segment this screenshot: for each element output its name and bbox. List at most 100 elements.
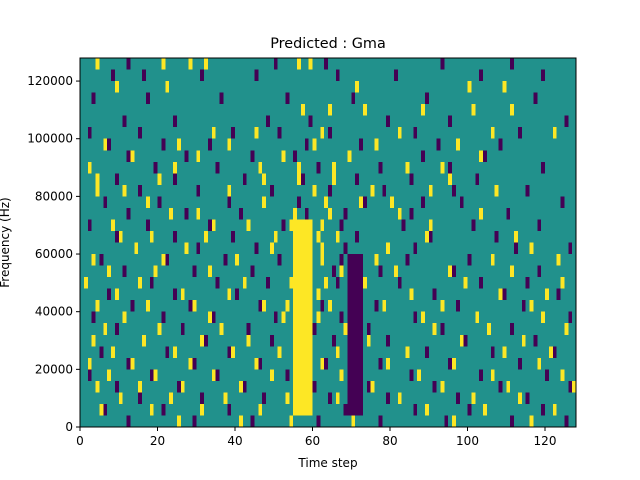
heatmap-cell-low [107, 138, 111, 151]
y-tick-label: 20000 [35, 362, 73, 376]
y-tick-label: 100000 [27, 132, 73, 146]
heatmap-cell-low [281, 219, 286, 231]
heatmap-cell-low [231, 230, 235, 243]
heatmap-cell-high [219, 323, 224, 335]
heatmap-cell-high [95, 58, 100, 70]
heatmap-cell-low [293, 150, 297, 162]
heatmap-cell-high [452, 415, 456, 427]
heatmap-cell-low [316, 161, 321, 174]
heatmap-cell-high [95, 300, 100, 312]
heatmap-cell-low [320, 300, 325, 312]
heatmap-cell-low [165, 346, 170, 358]
heatmap-cell-low [126, 58, 131, 70]
heatmap-band-low [347, 254, 363, 416]
x-tick-label: 40 [227, 434, 242, 448]
heatmap-cell-high [397, 207, 402, 220]
heatmap-cell-low [250, 265, 255, 278]
heatmap-cell-low [413, 242, 418, 255]
heatmap-cell-low [238, 207, 243, 220]
heatmap-cell-low [114, 380, 119, 393]
heatmap-cell-low [161, 403, 166, 416]
heatmap-cell-high [289, 219, 294, 231]
heatmap-cell-high [211, 127, 216, 139]
heatmap-cell-low [533, 92, 538, 105]
heatmap-cell-low [126, 150, 131, 162]
heatmap-cell-low [188, 300, 193, 312]
heatmap-cell-low [463, 334, 468, 347]
heatmap-cell-high [471, 392, 476, 404]
heatmap-cell-high [122, 184, 127, 197]
heatmap-cell-low [328, 392, 332, 404]
heatmap-cell-low [227, 346, 232, 358]
heatmap-cell-low [200, 392, 204, 404]
heatmap-cell-low [207, 219, 212, 231]
heatmap-cell-low [246, 323, 251, 335]
heatmap-cell-high [157, 173, 162, 185]
heatmap-cell-high [359, 196, 363, 208]
heatmap-cell-high [479, 150, 483, 162]
heatmap-cell-low [211, 311, 216, 324]
heatmap-cell-low [455, 392, 460, 404]
heatmap-cell-low [537, 265, 542, 278]
heatmap-cell-high [173, 346, 177, 358]
heatmap-cell-low [130, 300, 135, 312]
heatmap-cell-low [424, 346, 429, 358]
x-tick-label: 0 [76, 434, 84, 448]
heatmap-cell-high [351, 415, 356, 427]
heatmap-cell-high [204, 58, 208, 70]
heatmap-cell-low [126, 357, 131, 370]
heatmap-cell-low [161, 138, 166, 151]
heatmap-cell-high [231, 346, 235, 358]
heatmap-cell-low [149, 369, 154, 381]
heatmap-cell-low [114, 230, 119, 243]
heatmap-cell-low [517, 357, 522, 370]
heatmap-cell-low [432, 288, 437, 301]
heatmap-cell-low [448, 115, 452, 128]
heatmap-cell-low [521, 300, 526, 312]
heatmap-cell-low [339, 311, 344, 324]
heatmap-cell-low [366, 380, 371, 393]
heatmap-cell-high [386, 242, 390, 255]
heatmap-cell-low [331, 334, 336, 347]
x-tick-label: 20 [150, 434, 165, 448]
heatmap-cell-low [421, 150, 425, 162]
heatmap-cell-high [537, 357, 542, 370]
heatmap-cell-high [103, 323, 108, 335]
heatmap-cell-high [149, 230, 154, 243]
heatmap-cell-high [335, 392, 340, 404]
heatmap-cell-high [506, 380, 511, 393]
heatmap-cell-high [262, 300, 266, 312]
heatmap-cell-high [328, 300, 332, 312]
heatmap-cell-high [238, 415, 243, 427]
heatmap-cell-low [219, 92, 224, 105]
heatmap-cell-high [366, 334, 371, 347]
heatmap-cell-high [440, 161, 445, 174]
plot-area [79, 57, 577, 428]
heatmap-cell-high [552, 403, 557, 416]
heatmap-cell-high [432, 323, 437, 335]
heatmap-cell-high [498, 288, 503, 301]
heatmap-cell-high [176, 415, 181, 427]
heatmap-cell-high [223, 392, 228, 404]
heatmap-cell-low [300, 173, 305, 185]
heatmap-cell-high [386, 357, 390, 370]
heatmap-cell-low [103, 403, 108, 416]
plot-frame [79, 57, 577, 428]
heatmap-cell-high [114, 81, 119, 93]
heatmap-cell-high [545, 288, 549, 301]
x-tick-label: 60 [305, 434, 320, 448]
heatmap-cell-high [560, 369, 565, 381]
heatmap-cell-high [238, 380, 243, 393]
heatmap-cell-low [514, 242, 518, 255]
heatmap-cell-low [413, 403, 418, 416]
heatmap-cell-high [118, 230, 123, 243]
heatmap-cell-low [165, 254, 170, 266]
heatmap-cell-high [320, 127, 325, 139]
heatmap-cell-low [87, 127, 92, 139]
heatmap-cell-high [297, 58, 301, 70]
heatmap-cell-high [428, 184, 433, 197]
heatmap-cell-high [285, 392, 290, 404]
heatmap-cell-low [541, 161, 545, 174]
heatmap-cell-high [440, 300, 445, 312]
heatmap-cell-high [145, 196, 150, 208]
